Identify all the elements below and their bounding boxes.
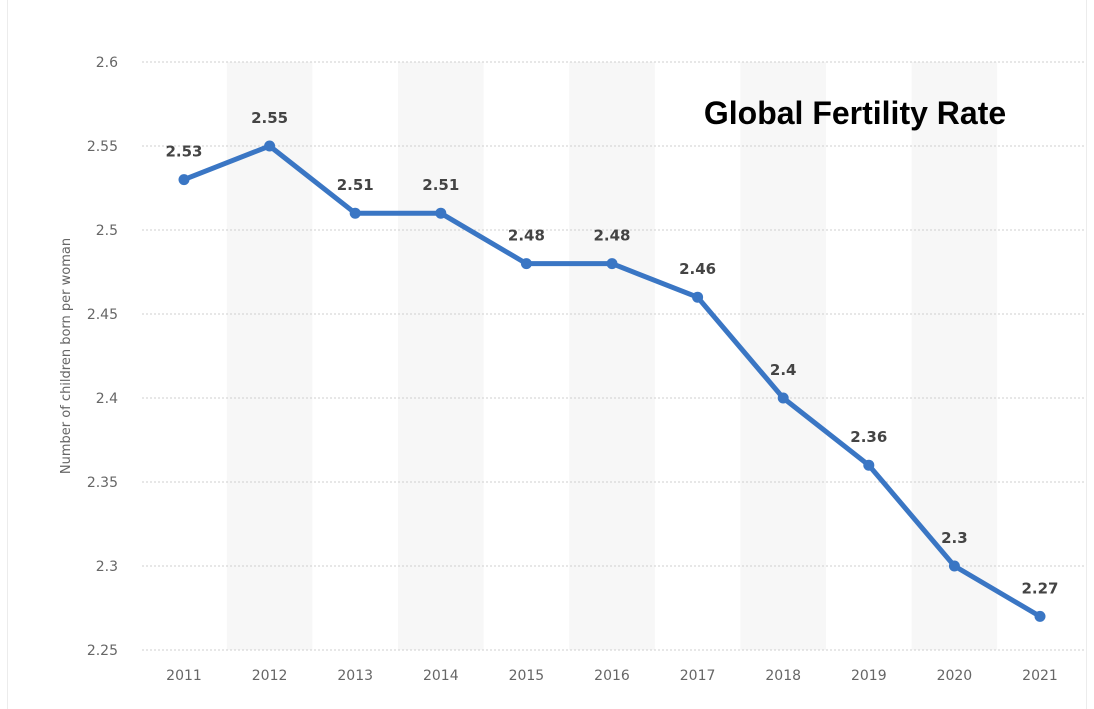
data-point[interactable] bbox=[178, 174, 190, 186]
alternating-bands bbox=[226, 62, 998, 650]
y-tick-label: 2.3 bbox=[96, 559, 118, 575]
y-tick-label: 2.4 bbox=[96, 391, 118, 407]
grid-lines bbox=[142, 61, 1084, 651]
x-axis-tick-labels: 2011 2012 2013 2014 2015 2016 2017 2018 2019 2020… bbox=[166, 668, 1058, 684]
data-label: 2.48 bbox=[508, 227, 545, 245]
data-label: 2.53 bbox=[165, 143, 202, 161]
data-labels: 2.53 2.55 2.51 2.51 2.48 2.48 2.46 2.4 2.36 2.3 2.… bbox=[165, 109, 1058, 597]
chart-title: Global Fertility Rate bbox=[704, 95, 1006, 131]
x-tick-label: 2021 bbox=[1022, 668, 1058, 684]
category-band bbox=[911, 62, 998, 650]
category-band bbox=[569, 62, 655, 650]
category-band bbox=[398, 62, 484, 650]
data-point[interactable] bbox=[606, 258, 618, 270]
x-tick-label: 2014 bbox=[423, 668, 459, 684]
category-band bbox=[740, 62, 826, 650]
data-label: 2.48 bbox=[593, 227, 630, 245]
y-tick-label: 2.45 bbox=[87, 307, 118, 323]
x-tick-label: 2012 bbox=[252, 668, 288, 684]
y-tick-label: 2.55 bbox=[87, 139, 118, 155]
category-band bbox=[226, 62, 313, 650]
data-label: 2.55 bbox=[251, 109, 288, 127]
y-tick-label: 2.25 bbox=[87, 643, 118, 659]
x-tick-label: 2018 bbox=[765, 668, 801, 684]
data-point[interactable] bbox=[692, 291, 704, 303]
data-point[interactable] bbox=[349, 207, 361, 219]
x-tick-label: 2011 bbox=[166, 668, 202, 684]
data-label: 2.46 bbox=[679, 260, 716, 278]
data-point[interactable] bbox=[1034, 610, 1046, 622]
y-tick-label: 2.5 bbox=[96, 223, 118, 239]
y-axis-tick-labels: 2.25 2.3 2.35 2.4 2.45 2.5 2.55 2.6 bbox=[87, 55, 118, 659]
data-point[interactable] bbox=[777, 392, 789, 404]
y-axis-title: Number of children born per woman bbox=[59, 238, 74, 474]
data-point[interactable] bbox=[264, 140, 276, 152]
x-tick-label: 2015 bbox=[509, 668, 545, 684]
x-tick-label: 2013 bbox=[337, 668, 373, 684]
x-tick-label: 2020 bbox=[937, 668, 973, 684]
data-point[interactable] bbox=[520, 258, 532, 270]
data-point[interactable] bbox=[863, 459, 875, 471]
y-tick-label: 2.35 bbox=[87, 475, 118, 491]
x-tick-label: 2017 bbox=[680, 668, 716, 684]
data-point[interactable] bbox=[435, 207, 447, 219]
x-tick-label: 2019 bbox=[851, 668, 887, 684]
series-group bbox=[178, 140, 1046, 622]
data-label: 2.36 bbox=[850, 428, 887, 446]
y-tick-label: 2.6 bbox=[96, 55, 118, 71]
data-label: 2.51 bbox=[422, 176, 459, 194]
data-label: 2.3 bbox=[941, 529, 968, 547]
data-label: 2.51 bbox=[337, 176, 374, 194]
chart-border bbox=[7, 0, 1087, 709]
x-tick-label: 2016 bbox=[594, 668, 630, 684]
data-label: 2.27 bbox=[1021, 579, 1058, 597]
data-point[interactable] bbox=[948, 560, 960, 572]
data-label: 2.4 bbox=[770, 361, 797, 379]
